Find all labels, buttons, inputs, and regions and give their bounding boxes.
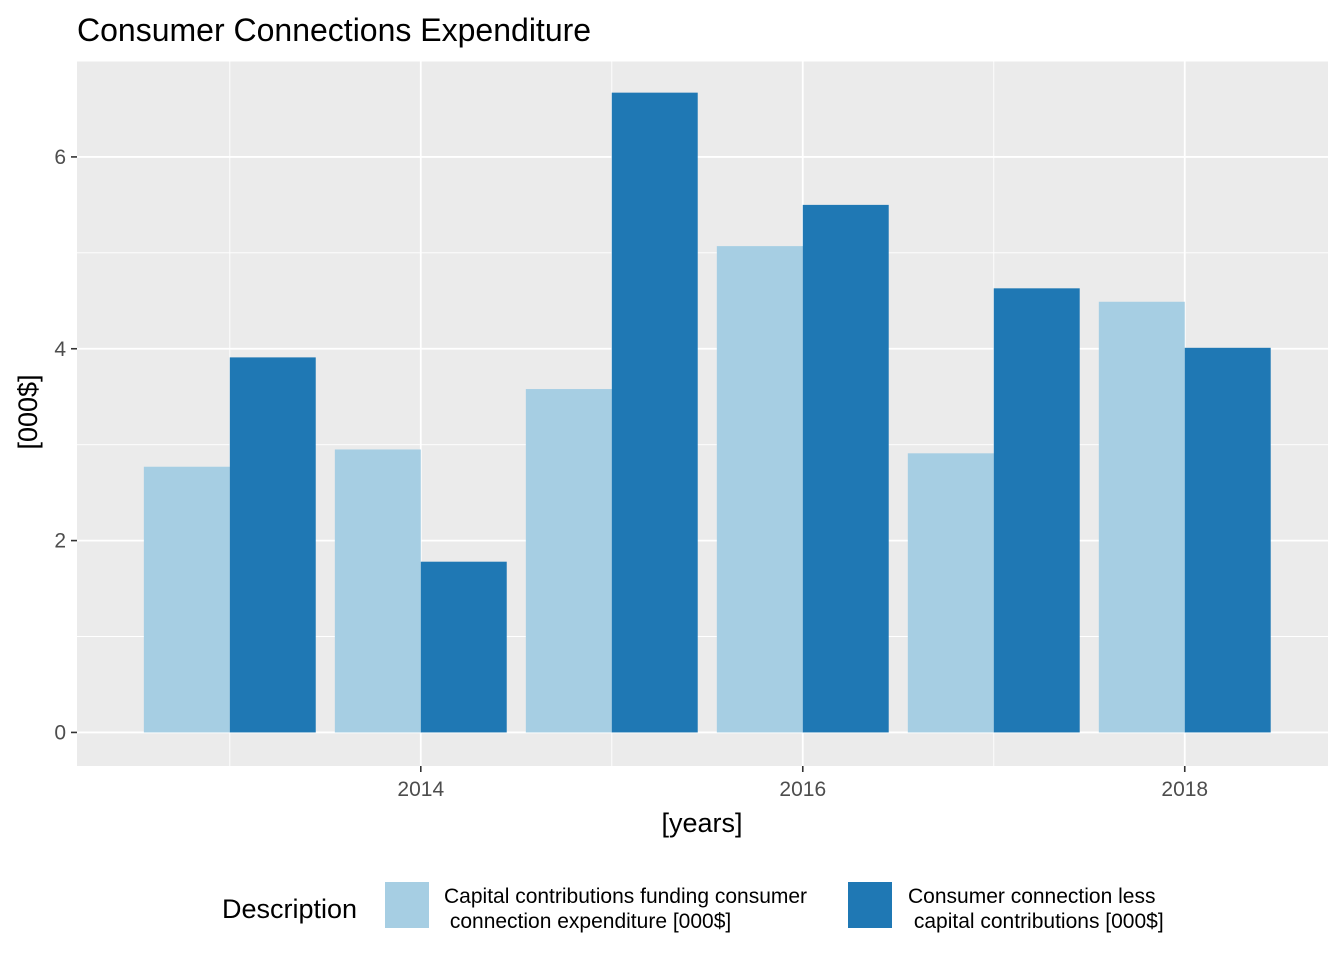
legend-label-line: Capital contributions funding consumer (444, 885, 807, 908)
legend-label-line: capital contributions [000$] (908, 910, 1164, 933)
bar-consumer-connection-2013 (229, 357, 316, 733)
legend-label-line: connection expenditure [000$] (444, 910, 731, 933)
y-axis-title: [000$] (13, 374, 43, 449)
bar-capital-contributions-2015 (525, 389, 612, 733)
legend-title: Description (222, 894, 357, 924)
legend: Description Capital contributions fundin… (222, 882, 1164, 933)
bar-capital-contributions-2017 (907, 453, 994, 733)
bars (143, 92, 1271, 733)
bar-capital-contributions-2016 (716, 246, 803, 733)
x-axis-title: [years] (661, 808, 742, 838)
y-tick-label: 4 (54, 338, 66, 361)
bar-capital-contributions-2014 (334, 449, 421, 733)
bar-consumer-connection-2014 (420, 561, 507, 733)
bar-consumer-connection-2015 (611, 92, 698, 733)
x-tick-label: 2016 (779, 778, 826, 801)
legend-label-capital-contributions: Capital contributions funding consumer c… (444, 885, 813, 933)
x-tick-label: 2014 (397, 778, 444, 801)
y-tick-label: 0 (54, 721, 66, 744)
bar-capital-contributions-2018 (1098, 301, 1185, 733)
chart-title: Consumer Connections Expenditure (77, 12, 591, 48)
legend-label-consumer-connection: Consumer connection less capital contrib… (908, 885, 1164, 933)
x-tick-label: 2018 (1161, 778, 1208, 801)
bar-consumer-connection-2018 (1184, 347, 1271, 733)
legend-key-capital-contributions (385, 882, 429, 928)
legend-label-line: Consumer connection less (908, 885, 1155, 908)
x-axis: 2014 2016 2018 (397, 766, 1208, 801)
bar-consumer-connection-2016 (802, 204, 889, 733)
bar-consumer-connection-2017 (993, 288, 1080, 733)
y-axis: 0 2 4 6 (54, 146, 77, 744)
legend-key-consumer-connection (848, 882, 892, 928)
y-tick-label: 6 (54, 146, 66, 169)
y-tick-label: 2 (54, 530, 66, 553)
bar-capital-contributions-2013 (143, 466, 230, 733)
